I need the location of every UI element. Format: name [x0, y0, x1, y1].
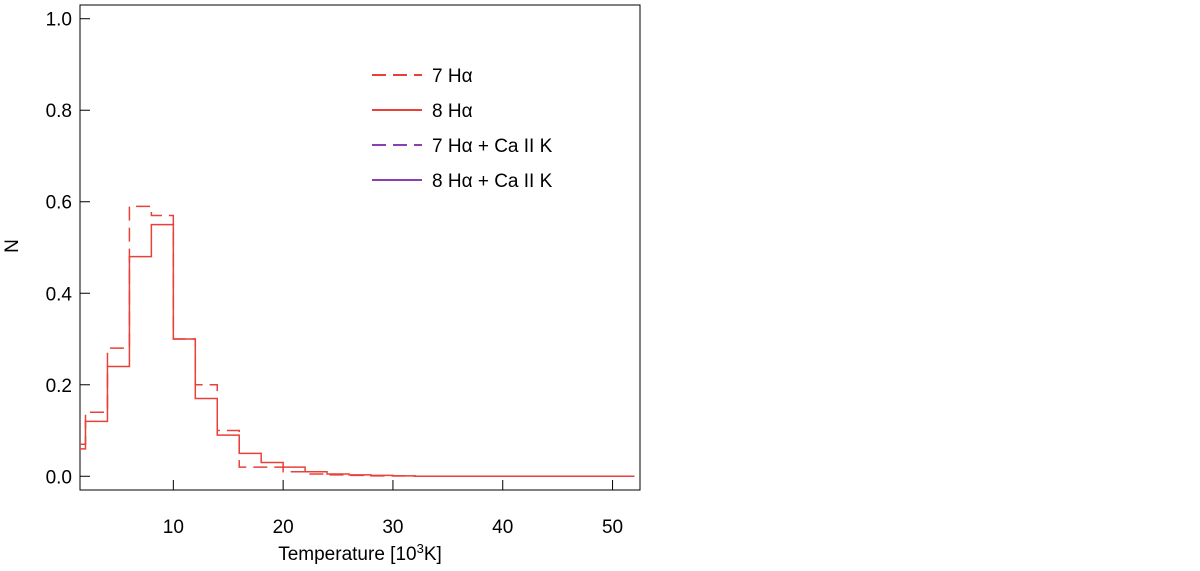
histogram-series-1: [80, 223, 635, 478]
temperature-histogram-panel: 10 20 30 40 50 0.0 0.2 0.4 0.6 0.8 1.0 7 Hα 8 Hα 7 Hα…: [46, 4, 641, 538]
x-tick-label: 30: [382, 517, 403, 538]
y-axis-title: N: [2, 239, 23, 253]
x-axis-title-main: Temperature [10: [278, 544, 416, 565]
plot-frame: [79, 4, 641, 491]
x-tick-label: 20: [273, 517, 294, 538]
x-axis-title-superscript: 3: [417, 541, 424, 556]
legend-label: 7 Hα + Ca II K: [432, 136, 553, 157]
y-tick-label: 0.6: [46, 193, 72, 214]
y-tick-label: 1.0: [46, 10, 72, 31]
x-axis-title-tail: K]: [424, 544, 442, 565]
y-tick-label: 0.4: [46, 284, 73, 305]
histogram-series-0: [80, 205, 635, 478]
legend-label: 8 Hα: [432, 101, 473, 122]
y-tick-label: 0.8: [46, 101, 72, 122]
x-axis-title-temperature: Temperature [103K]: [278, 541, 442, 565]
y-tick-label: 0.0: [46, 467, 72, 488]
legend-label: 7 Hα: [432, 66, 473, 87]
x-tick-label: 40: [492, 517, 513, 538]
y-tick-label: 0.2: [46, 376, 72, 397]
legend-label: 8 Hα + Ca II K: [432, 171, 553, 192]
x-tick-label: 10: [163, 517, 184, 538]
x-tick-label: 50: [602, 517, 623, 538]
